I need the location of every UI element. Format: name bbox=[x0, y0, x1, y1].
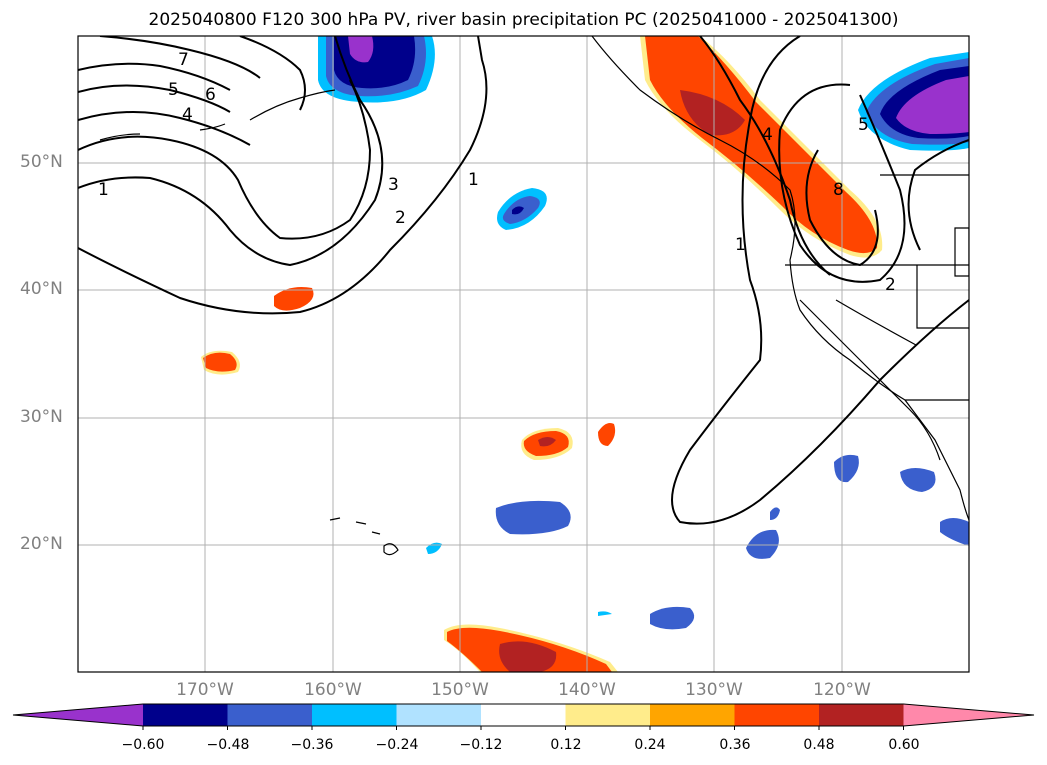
contour-label: 1 bbox=[468, 170, 479, 190]
map-panel: 7 6 5 4 1 3 2 1 1 4 5 8 2 bbox=[78, 36, 969, 672]
precip-negative-blob bbox=[940, 518, 969, 546]
contour-label: 3 bbox=[388, 175, 399, 195]
lon-label-130w: 130°W bbox=[685, 680, 743, 700]
lat-label-20n: 20°N bbox=[20, 534, 63, 554]
lon-label-160w: 160°W bbox=[304, 680, 362, 700]
colorbar-tick-label: 0.60 bbox=[888, 737, 920, 753]
lon-label-140w: 140°W bbox=[558, 680, 616, 700]
precip-negative-blob bbox=[650, 606, 695, 630]
gridlines bbox=[78, 36, 969, 672]
precip-negative-blob bbox=[900, 468, 936, 492]
contour-label: 1 bbox=[98, 180, 109, 200]
lat-label-30n: 30°N bbox=[20, 407, 63, 427]
contour-label: 8 bbox=[833, 180, 844, 200]
lon-label-170w: 170°W bbox=[176, 680, 234, 700]
colorbar-tick-label: −0.36 bbox=[290, 737, 334, 753]
lon-label-150w: 150°W bbox=[431, 680, 489, 700]
colorbar-tick-label: 0.24 bbox=[634, 737, 666, 753]
map-frame bbox=[77, 35, 970, 673]
contour-label: 5 bbox=[858, 115, 869, 135]
colorbar-tick-label: −0.48 bbox=[206, 737, 250, 753]
contour-label: 4 bbox=[182, 105, 193, 125]
colorbar bbox=[12, 703, 1035, 730]
colorbar-tick-label: −0.12 bbox=[459, 737, 503, 753]
contour-label: 6 bbox=[205, 85, 216, 105]
precip-negative-blob bbox=[495, 500, 571, 535]
colorbar-tick-label: −0.60 bbox=[121, 737, 165, 753]
coastlines bbox=[99, 36, 969, 556]
precip-negative-blob bbox=[746, 529, 779, 559]
contour-label: 5 bbox=[168, 80, 179, 100]
lon-label-120w: 120°W bbox=[813, 680, 871, 700]
colorbar-segment bbox=[481, 704, 566, 726]
contour-label: 2 bbox=[395, 208, 406, 228]
contour-labels: 7 6 5 4 1 3 2 1 1 4 5 8 2 bbox=[98, 50, 896, 295]
pv-contours bbox=[78, 36, 969, 525]
precip-shading bbox=[201, 36, 969, 672]
colorbar-segment bbox=[819, 704, 904, 726]
colorbar-tick-label: 0.12 bbox=[550, 737, 582, 753]
colorbar-extend-max bbox=[903, 704, 1034, 726]
precip-positive-blob bbox=[598, 423, 616, 446]
lat-label-40n: 40°N bbox=[20, 279, 63, 299]
colorbar-segment bbox=[227, 704, 313, 726]
contour-label: 4 bbox=[762, 125, 773, 145]
colorbar-segment bbox=[143, 704, 228, 726]
precip-positive-blob bbox=[274, 287, 314, 311]
contour-label: 7 bbox=[178, 50, 189, 70]
colorbar-tick-label: 0.48 bbox=[803, 737, 835, 753]
colorbar-segment bbox=[396, 704, 482, 726]
precip-negative-blob bbox=[834, 454, 859, 483]
map-title: 2025040800 F120 300 hPa PV, river basin … bbox=[148, 10, 899, 30]
contour-label: 2 bbox=[885, 275, 896, 295]
colorbar-segment bbox=[312, 704, 397, 726]
lat-label-50n: 50°N bbox=[20, 152, 63, 172]
contour-label: 1 bbox=[735, 235, 746, 255]
colorbar-segment bbox=[734, 704, 820, 726]
colorbar-segment bbox=[650, 704, 735, 726]
colorbar-tick-label: −0.24 bbox=[375, 737, 419, 753]
colorbar-segment bbox=[565, 704, 651, 726]
colorbar-tick-label: 0.36 bbox=[719, 737, 751, 753]
colorbar-extend-min bbox=[13, 704, 143, 726]
